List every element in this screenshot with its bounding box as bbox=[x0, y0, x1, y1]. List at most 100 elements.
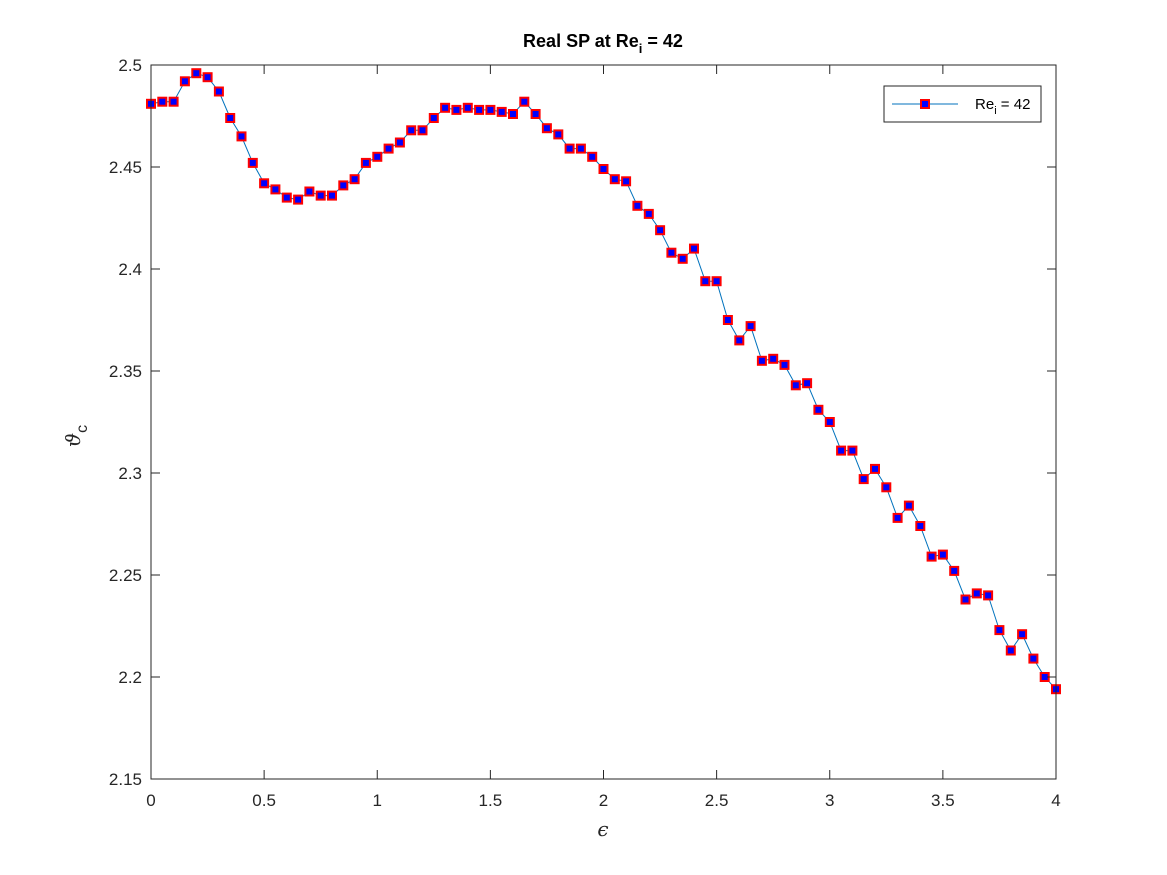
chart-title-subscript: i bbox=[639, 41, 643, 56]
data-point-marker bbox=[485, 104, 496, 115]
x-tick-label: 0 bbox=[146, 791, 155, 810]
y-tick-label: 2.4 bbox=[118, 260, 142, 279]
data-point-marker bbox=[474, 104, 485, 115]
x-tick-label: 3 bbox=[825, 791, 834, 810]
data-point-marker bbox=[202, 72, 213, 83]
data-point-marker bbox=[802, 378, 813, 389]
y-tick-label: 2.15 bbox=[109, 770, 142, 789]
data-point-marker bbox=[858, 474, 869, 485]
legend-entry-label: Rei = 42 bbox=[975, 96, 1030, 117]
data-point-marker bbox=[892, 512, 903, 523]
x-tick-label: 1.5 bbox=[479, 791, 503, 810]
data-point-marker bbox=[508, 109, 518, 119]
y-axis-label-subscript: c bbox=[74, 425, 91, 433]
data-point-marker bbox=[903, 500, 914, 511]
data-point-marker bbox=[881, 482, 892, 493]
data-point-marker bbox=[157, 96, 168, 107]
data-point-marker bbox=[496, 106, 507, 117]
data-point-marker bbox=[937, 549, 948, 560]
x-tick-label: 2.5 bbox=[705, 791, 729, 810]
data-point-marker bbox=[519, 96, 530, 107]
y-tick-label: 2.25 bbox=[109, 566, 142, 585]
data-point-marker bbox=[168, 96, 179, 107]
data-point-marker bbox=[598, 164, 609, 174]
x-tick-label: 1 bbox=[373, 791, 382, 810]
data-point-marker bbox=[836, 445, 847, 456]
y-axis-label: ϑc bbox=[61, 425, 91, 447]
data-point-marker bbox=[372, 151, 383, 162]
data-point-marker bbox=[360, 157, 371, 168]
x-tick-label: 3.5 bbox=[931, 791, 955, 810]
data-point-marker bbox=[417, 125, 428, 136]
data-point-marker bbox=[745, 321, 756, 332]
data-point-marker bbox=[270, 184, 281, 195]
chart-title-tail: = 42 bbox=[642, 31, 683, 51]
y-tick-label: 2.45 bbox=[109, 158, 142, 177]
data-point-marker bbox=[790, 380, 801, 391]
data-point-marker bbox=[213, 86, 224, 97]
data-point-marker bbox=[587, 151, 598, 162]
y-tick-label: 2.2 bbox=[118, 668, 142, 687]
legend: Rei = 42 bbox=[883, 85, 1042, 123]
plot-area bbox=[151, 65, 1056, 779]
data-point-marker bbox=[677, 253, 688, 264]
data-point-marker bbox=[870, 463, 880, 474]
data-point-marker bbox=[383, 143, 394, 154]
data-point-marker bbox=[949, 565, 960, 576]
data-point-marker bbox=[541, 123, 552, 134]
data-point-marker bbox=[734, 335, 745, 346]
data-point-marker bbox=[530, 109, 541, 119]
data-point-marker bbox=[575, 143, 586, 154]
data-point-marker bbox=[225, 113, 236, 123]
data-point-marker bbox=[768, 353, 779, 364]
data-point-marker bbox=[564, 143, 575, 154]
data-point-marker bbox=[655, 225, 666, 236]
x-tick-label: 2 bbox=[599, 791, 608, 810]
data-point-marker bbox=[689, 243, 699, 254]
legend-label-main: Re bbox=[975, 96, 994, 113]
data-point-marker bbox=[1028, 653, 1039, 664]
x-axis-ticks: 0 0.5 1 1.5 2 2.5 3 3.5 4 bbox=[146, 65, 1061, 810]
chart-title: Real SP at Rei = 42 bbox=[523, 31, 683, 56]
data-point-marker bbox=[779, 359, 790, 370]
data-point-marker bbox=[349, 174, 360, 185]
y-axis-ticks: 2.15 2.2 2.25 2.3 2.35 2.4 2.45 2.5 bbox=[109, 56, 1056, 789]
data-point-marker bbox=[711, 276, 722, 287]
data-point-marker bbox=[824, 417, 835, 427]
data-point-marker bbox=[462, 102, 473, 113]
data-point-marker bbox=[621, 176, 632, 187]
data-point-marker bbox=[813, 404, 824, 415]
data-point-marker bbox=[915, 521, 926, 531]
data-point-marker bbox=[666, 247, 677, 258]
legend-label-tail: = 42 bbox=[997, 96, 1031, 113]
data-layer bbox=[146, 68, 1061, 695]
data-point-marker bbox=[756, 355, 767, 366]
data-point-marker bbox=[247, 157, 258, 168]
x-tick-label: 0.5 bbox=[252, 791, 276, 810]
data-point-marker bbox=[394, 137, 405, 148]
data-point-marker bbox=[1005, 645, 1016, 656]
data-point-marker bbox=[259, 178, 270, 189]
data-point-marker bbox=[983, 590, 994, 601]
data-point-marker bbox=[960, 594, 971, 605]
y-tick-label: 2.3 bbox=[118, 464, 142, 483]
data-point-marker bbox=[926, 551, 937, 562]
chart-title-main: Real SP at Re bbox=[523, 31, 639, 51]
data-point-marker bbox=[971, 588, 982, 599]
data-point-marker bbox=[994, 625, 1005, 636]
y-tick-label: 2.5 bbox=[118, 56, 142, 75]
data-point-marker bbox=[440, 102, 451, 113]
data-point-marker bbox=[191, 68, 202, 79]
data-point-marker bbox=[1017, 629, 1028, 640]
data-point-marker bbox=[304, 186, 315, 197]
x-axis-label: ϵ bbox=[597, 817, 608, 841]
data-point-marker bbox=[632, 200, 643, 211]
x-tick-label: 4 bbox=[1051, 791, 1060, 810]
data-point-marker bbox=[553, 129, 564, 140]
data-point-marker bbox=[722, 315, 733, 325]
data-point-marker bbox=[428, 113, 439, 123]
legend-label-subscript: i bbox=[994, 105, 996, 117]
y-axis-label-main: ϑ bbox=[61, 433, 85, 447]
data-point-marker bbox=[281, 192, 292, 203]
